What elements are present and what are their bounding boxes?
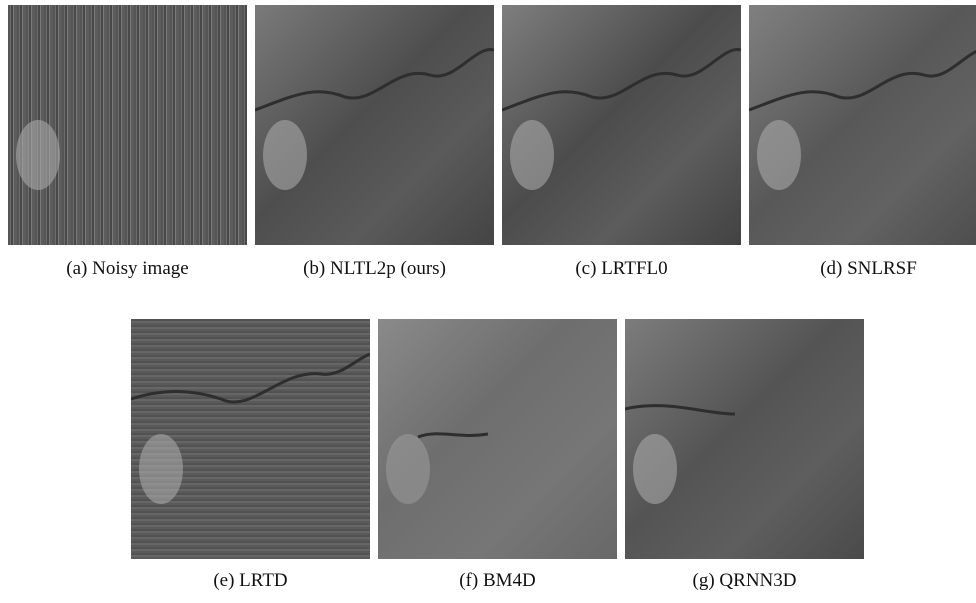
caption: (d) SNLRSF [749, 258, 976, 280]
bright-region [386, 434, 430, 504]
bright-region [16, 120, 60, 190]
image-texture [749, 5, 976, 245]
result-image [749, 5, 976, 245]
image-texture [255, 5, 494, 245]
image-texture [502, 5, 741, 245]
result-image [255, 5, 494, 245]
result-image [131, 319, 370, 559]
image-texture [131, 319, 370, 559]
image-texture [8, 5, 247, 245]
bright-region [139, 434, 183, 504]
caption: (f) BM4D [378, 570, 617, 592]
bright-region [510, 120, 554, 190]
caption: (g) QRNN3D [625, 570, 864, 592]
image-texture [378, 319, 617, 559]
result-image [502, 5, 741, 245]
result-image [378, 319, 617, 559]
caption: (c) LRTFL0 [502, 258, 741, 280]
caption: (e) LRTD [131, 570, 370, 592]
river [749, 50, 976, 110]
bright-region [263, 120, 307, 190]
bright-region [633, 434, 677, 504]
caption: (b) NLTL2p (ours) [255, 258, 494, 280]
river [418, 434, 488, 437]
caption: (a) Noisy image [8, 258, 247, 280]
result-image [625, 319, 864, 559]
figure: (a) Noisy image (b) NLTL2p (ours) (c) LRTF… [0, 0, 976, 603]
river [255, 50, 494, 110]
river [131, 354, 370, 402]
result-image [8, 5, 247, 245]
image-texture [625, 319, 864, 559]
river [625, 406, 735, 414]
river [502, 50, 741, 110]
bright-region [757, 120, 801, 190]
